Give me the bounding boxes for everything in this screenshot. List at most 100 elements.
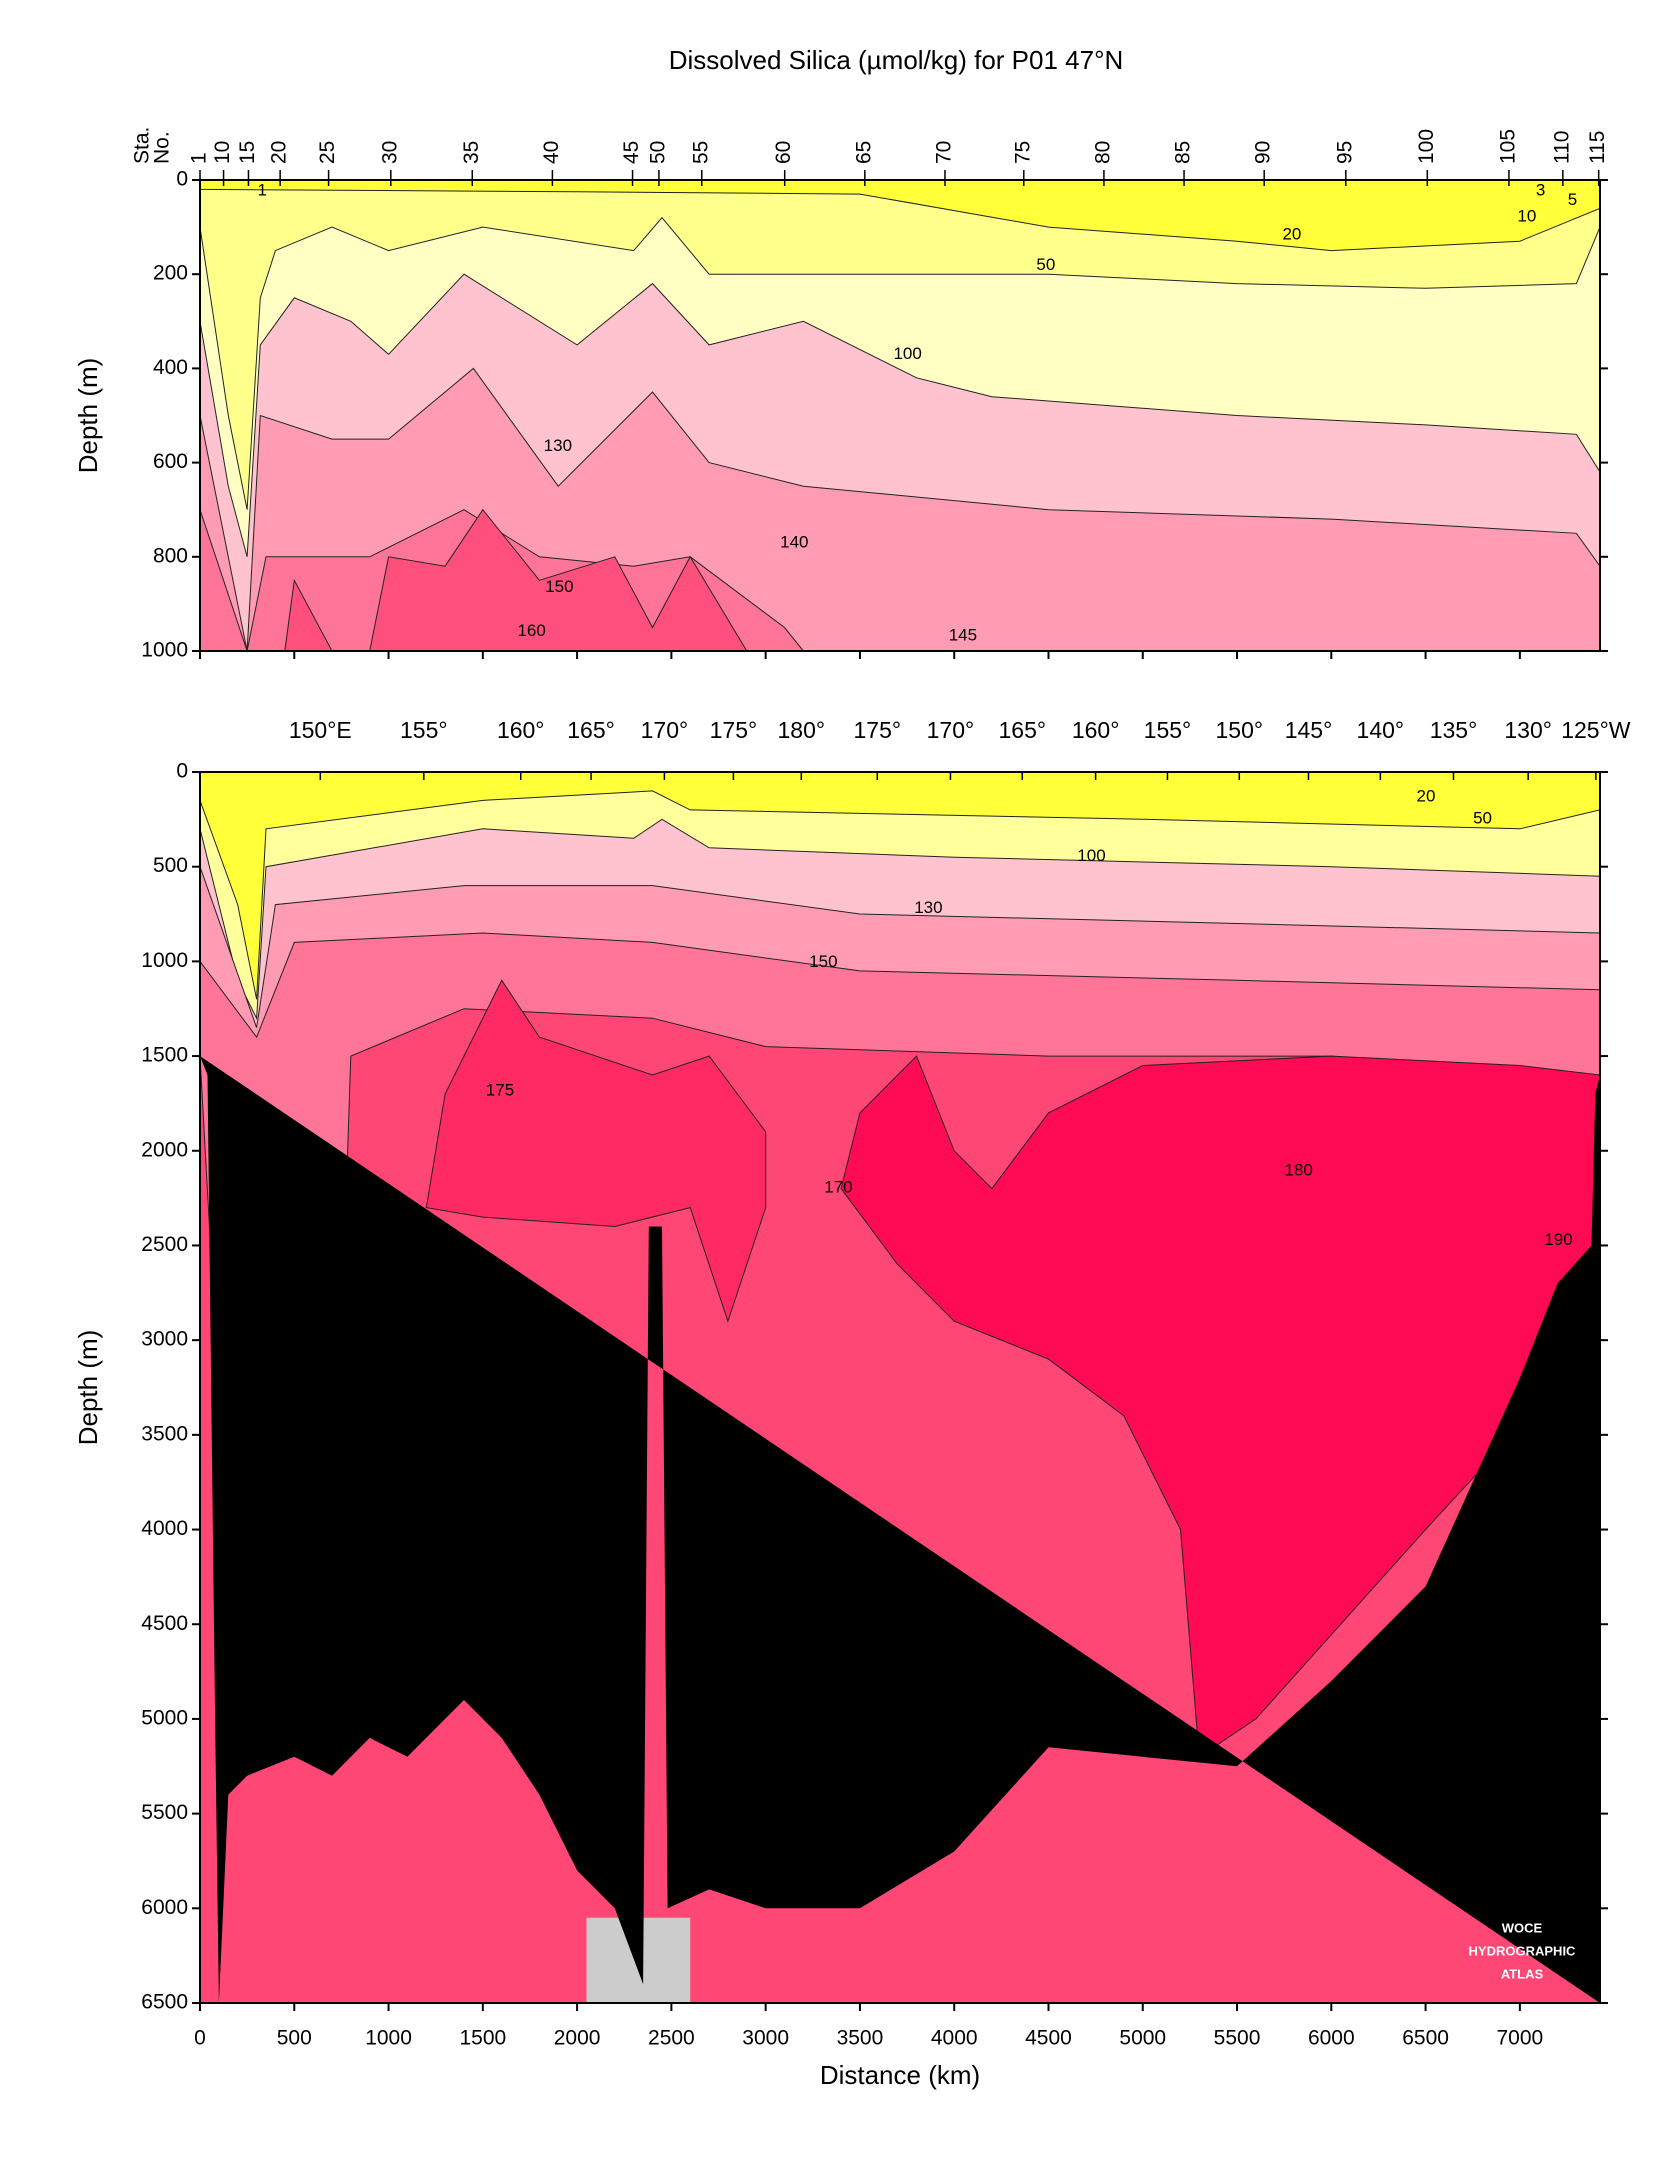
longitude-label: 155° — [400, 717, 448, 743]
contour-line — [200, 790, 1600, 1000]
longitude-label: 160° — [1072, 717, 1120, 743]
y-tick-label: 200 — [153, 262, 188, 285]
contour-line — [200, 866, 1600, 1028]
longitude-label: 165° — [998, 717, 1046, 743]
longitude-label: 155° — [1144, 717, 1192, 743]
band-fill — [840, 1055, 1600, 1758]
y-tick-label: 1000 — [141, 639, 188, 662]
x-tick-label: 1000 — [365, 2027, 412, 2050]
station-label: 35 — [460, 141, 483, 164]
longitude-label: 135° — [1430, 717, 1478, 743]
y-tick-label: 0 — [176, 760, 188, 783]
contour-label: 150 — [545, 577, 573, 596]
contour-label: 5 — [1568, 190, 1577, 209]
contour-line — [200, 508, 1600, 651]
contour-label: 145 — [949, 625, 977, 644]
contour-label: 190 — [1544, 1230, 1572, 1249]
longitude-label: 165° — [567, 717, 615, 743]
watermark: ATLAS — [1501, 1966, 1544, 1981]
contour-line — [200, 273, 1600, 557]
contour-label: 100 — [893, 344, 921, 363]
plot-frame — [199, 179, 1601, 652]
watermark: HYDROGRAPHIC — [1469, 1943, 1577, 1958]
x-tick-label: 1500 — [459, 2027, 506, 2050]
station-label: 65 — [852, 141, 875, 164]
station-label: 115 — [1586, 131, 1609, 164]
station-label: 75 — [1011, 141, 1034, 164]
longitude-label: 150° — [1216, 717, 1264, 743]
band-fill — [425, 979, 767, 1323]
station-label: 95 — [1333, 141, 1356, 164]
x-tick-label: 6000 — [1308, 2027, 1355, 2050]
contour-label: 160 — [835, 1575, 863, 1594]
station-label: 110 — [1550, 131, 1573, 164]
station-label: 40 — [540, 141, 563, 164]
station-label: 30 — [378, 141, 401, 164]
station-axis-label: No. — [151, 131, 174, 164]
longitude-label: 180° — [778, 717, 826, 743]
longitude-label: 170° — [927, 717, 975, 743]
x-tick-label: 4000 — [931, 2027, 978, 2050]
y-tick-label: 5000 — [141, 1706, 188, 1729]
station-label: 20 — [268, 141, 291, 164]
station-axis-label: Sta. — [131, 127, 154, 164]
y-tick-label: 600 — [153, 450, 188, 473]
x-tick-label: 5000 — [1119, 2027, 1166, 2050]
y-tick-label: 6000 — [141, 1896, 188, 1919]
contour-label: 3 — [1536, 180, 1545, 199]
station-label: 25 — [316, 141, 339, 164]
x-tick-label: 2500 — [648, 2027, 695, 2050]
contour-line — [200, 188, 1600, 252]
y-tick-label: 2000 — [141, 1138, 188, 1161]
plot-frame — [199, 771, 1601, 2004]
y-tick-label: 5500 — [141, 1801, 188, 1824]
longitude-label: 170° — [641, 717, 689, 743]
station-label: 15 — [236, 141, 259, 164]
station-label: 85 — [1172, 141, 1195, 164]
contour-label: 155 — [328, 1419, 356, 1438]
station-label: 70 — [933, 141, 956, 164]
contour-label: 20 — [1282, 225, 1301, 244]
x-tick-label: 0 — [194, 2027, 206, 2050]
x-tick-label: 3500 — [837, 2027, 884, 2050]
contour-panel — [200, 772, 1600, 2003]
x-tick-label: 3000 — [742, 2027, 789, 2050]
x-tick-label: 500 — [277, 2027, 312, 2050]
longitude-label: 150°E — [289, 717, 352, 743]
station-label: 55 — [689, 141, 712, 164]
x-tick-label: 7000 — [1497, 2027, 1544, 2050]
y-tick-label: 1000 — [141, 949, 188, 972]
contour-line — [200, 509, 1600, 651]
longitude-label: 140° — [1357, 717, 1405, 743]
contour-line — [200, 367, 1600, 651]
longitude-label: 175° — [853, 717, 901, 743]
contour-line — [200, 932, 1600, 1039]
y-tick-label: 4500 — [141, 1612, 188, 1635]
station-label: 80 — [1091, 141, 1114, 164]
longitude-label: 175° — [710, 717, 758, 743]
contour-label: 50 — [1036, 255, 1055, 274]
station-label: 100 — [1415, 129, 1438, 164]
y-axis-label: Depth (m) — [73, 358, 103, 474]
contour-label: 180 — [1285, 1161, 1313, 1180]
contour-label: 20 — [1417, 786, 1436, 805]
bathymetry — [200, 1056, 1600, 2003]
contour-label: 170 — [824, 1177, 852, 1196]
x-axis-label: Distance (km) — [820, 2060, 980, 2090]
band-fill — [200, 509, 1600, 651]
station-label: 50 — [646, 141, 669, 164]
y-tick-label: 3000 — [141, 1328, 188, 1351]
contour-label: 140 — [780, 533, 808, 552]
watermark: WOCE — [1502, 1920, 1543, 1935]
y-tick-label: 400 — [153, 356, 188, 379]
contour-label: 130 — [544, 436, 572, 455]
x-tick-label: 6500 — [1402, 2027, 1449, 2050]
longitude-label: 145° — [1285, 717, 1333, 743]
contour-line — [200, 216, 1600, 510]
longitude-label: 130° — [1504, 717, 1552, 743]
longitude-label: 160° — [497, 717, 545, 743]
y-tick-label: 800 — [153, 544, 188, 567]
